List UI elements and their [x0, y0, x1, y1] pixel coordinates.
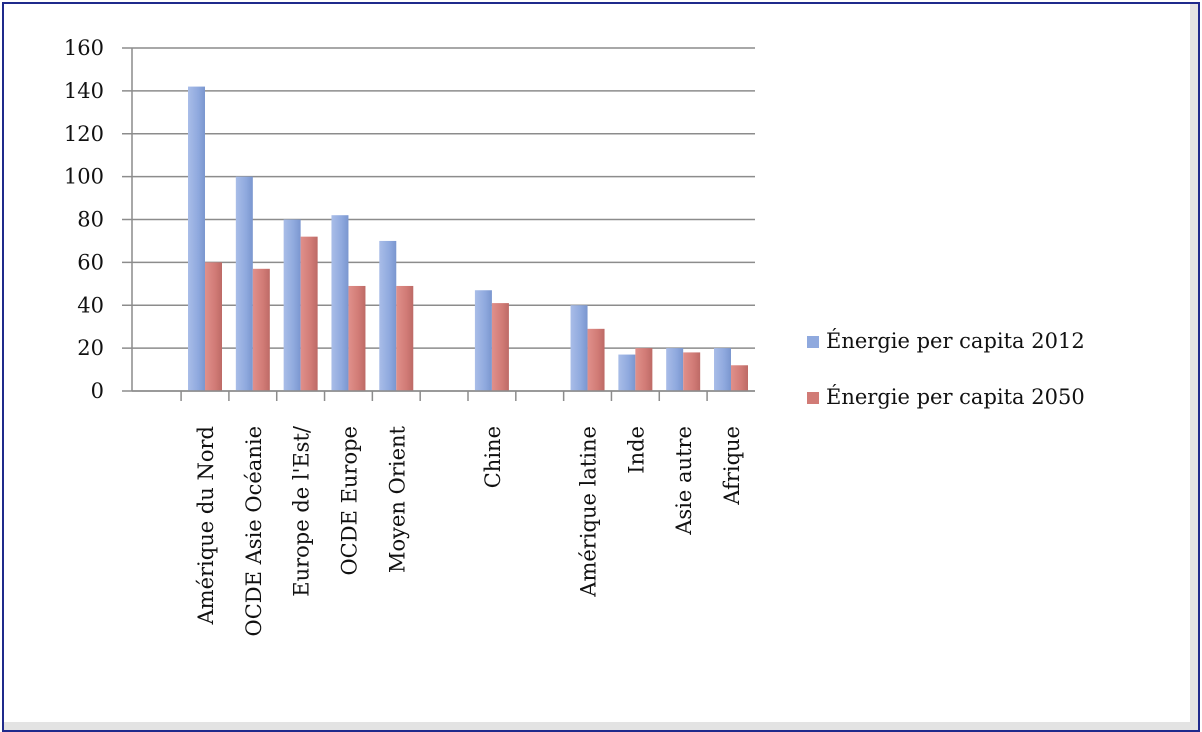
- bar-2050: [205, 262, 222, 391]
- y-tick-label: 60: [77, 250, 104, 274]
- x-category-label: Amérique du Nord: [194, 426, 218, 625]
- y-axis-ticks: 0 20 40 60 80 100 120 140 160: [64, 36, 132, 403]
- x-category-label: Europe de l'Est/: [290, 425, 314, 597]
- bar-2012: [379, 240, 397, 391]
- bar-2050: [348, 285, 366, 391]
- y-tick-label: 120: [64, 122, 104, 146]
- bar-2012: [474, 290, 492, 391]
- bar-2050: [731, 365, 748, 391]
- x-category-label: Inde: [624, 426, 648, 474]
- bar-2012: [235, 176, 253, 391]
- bar-2050: [491, 303, 509, 391]
- bar-2012: [666, 348, 684, 391]
- frame-shadow-bottom: [4, 722, 1198, 730]
- bar-2050: [635, 348, 653, 391]
- legend-swatch: [807, 392, 819, 404]
- x-category-label: Afrique: [720, 426, 744, 506]
- x-category-label: Amérique latine: [577, 426, 601, 598]
- x-category-label: Moyen Orient: [385, 425, 409, 573]
- x-category-label: OCDE Asie Océanie: [242, 426, 266, 636]
- x-category-label: Chine: [481, 426, 505, 488]
- y-tick-label: 140: [64, 79, 104, 103]
- x-axis-labels: Amérique du Nord OCDE Asie Océanie Europe …: [194, 425, 744, 636]
- y-tick-label: 100: [64, 165, 104, 189]
- legend-swatch: [807, 336, 819, 348]
- bar-2050: [252, 268, 270, 391]
- frame-shadow-right: [1190, 4, 1198, 730]
- bar-2012: [714, 348, 731, 391]
- y-tick-label: 20: [77, 336, 104, 360]
- x-category-label: Asie autre: [672, 426, 696, 536]
- bar-2050: [587, 328, 605, 391]
- legend-label: Énergie per capita 2012: [826, 329, 1085, 353]
- axis-layer: [131, 48, 755, 401]
- legend-label: Énergie per capita 2050: [826, 385, 1085, 409]
- grid-layer: [132, 47, 755, 392]
- x-category-label: OCDE Europe: [337, 426, 361, 576]
- bar-2012: [283, 219, 301, 391]
- y-tick-label: 80: [77, 208, 104, 232]
- y-tick-label: 40: [77, 293, 104, 317]
- bar-2050: [300, 236, 318, 391]
- bar-2012: [618, 354, 636, 391]
- bar-2050: [396, 285, 414, 391]
- legend: Énergie per capita 2012 Énergie per capit…: [807, 329, 1085, 409]
- bar-2050: [683, 352, 701, 391]
- bar-2012: [570, 305, 588, 391]
- bar-2012: [188, 86, 205, 392]
- bars-layer: [188, 86, 748, 392]
- y-tick-label: 160: [64, 36, 104, 60]
- bar-2012: [331, 215, 349, 391]
- y-tick-label: 0: [91, 379, 104, 403]
